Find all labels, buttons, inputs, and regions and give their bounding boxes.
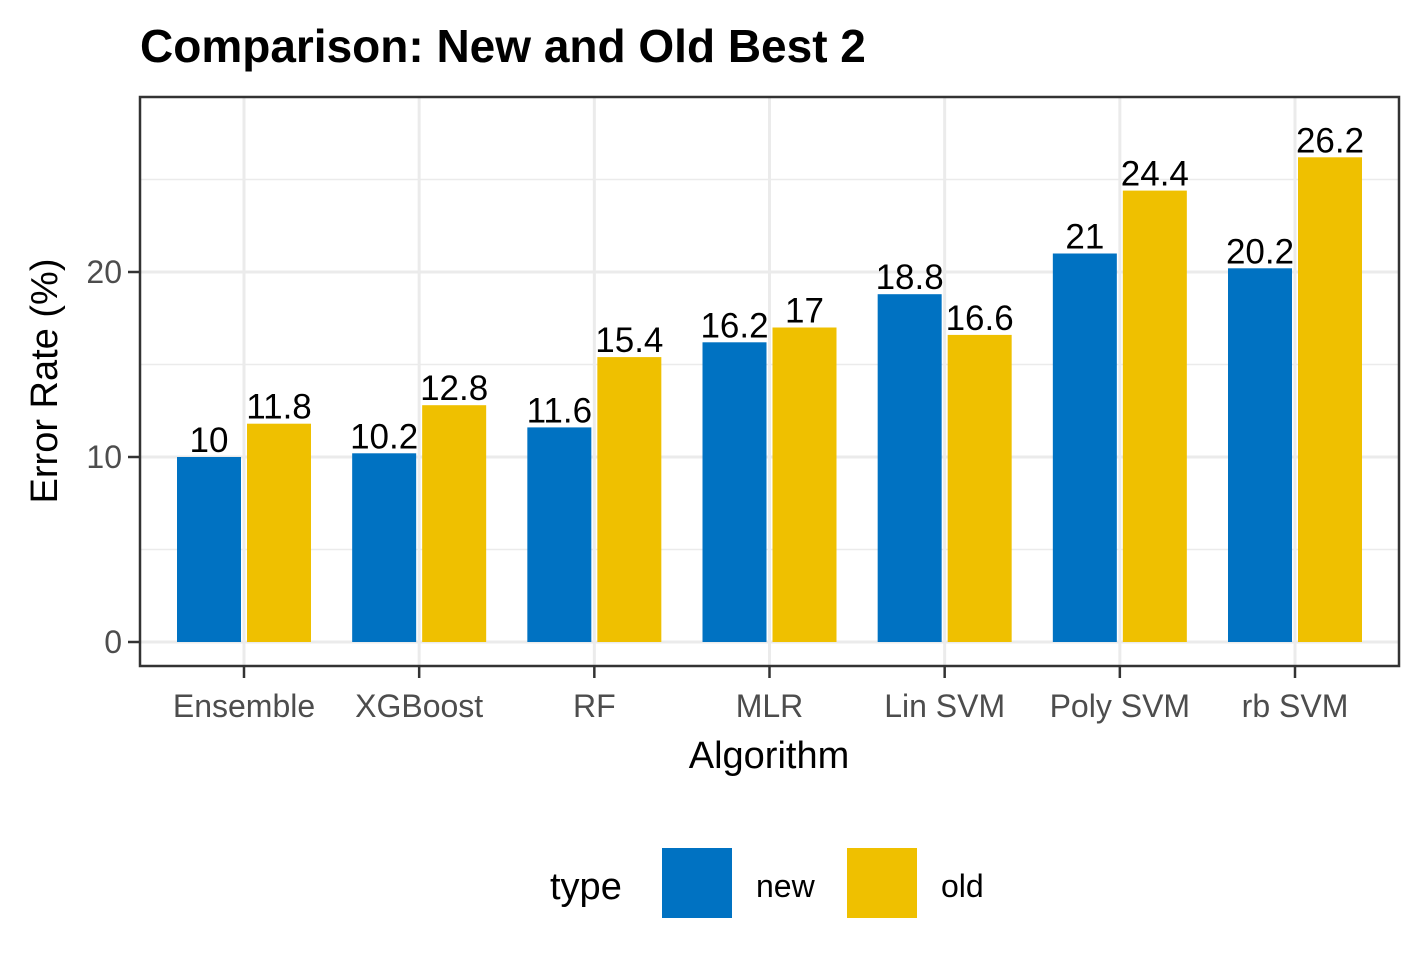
data-label: 11.8 <box>246 388 312 427</box>
bar-new-xgboost <box>352 453 417 642</box>
y-tick-label: 20 <box>86 254 122 290</box>
legend-key-new <box>662 848 732 918</box>
legend: type new old <box>550 848 984 918</box>
y-axis-title: Error Rate (%) <box>24 259 66 504</box>
gridlines <box>140 97 1399 666</box>
x-tick-label: Poly SVM <box>1050 688 1190 724</box>
x-tick-label: MLR <box>736 688 804 724</box>
data-label: 12.8 <box>420 369 488 408</box>
bar-new-rb-svm <box>1228 268 1292 642</box>
bar-old-xgboost <box>422 405 487 642</box>
data-label: 20.2 <box>1226 232 1294 271</box>
x-tick-label: RF <box>573 688 616 724</box>
data-label: 24.4 <box>1121 155 1189 194</box>
data-label: 16.6 <box>946 299 1014 338</box>
data-label: 10.2 <box>350 417 418 456</box>
data-label: 10 <box>190 421 229 460</box>
bar-new-poly-svm <box>1052 253 1117 642</box>
bar-old-mlr <box>772 327 837 642</box>
data-label: 15.4 <box>595 321 663 360</box>
bar-new-mlr <box>702 342 767 642</box>
data-label: 18.8 <box>876 258 944 297</box>
data-label: 11.6 <box>527 391 593 430</box>
y-tick-label: 10 <box>86 439 122 475</box>
bar-new-ensemble <box>177 457 241 642</box>
x-axis-title: Algorithm <box>689 735 850 777</box>
x-tick-label: Ensemble <box>173 688 315 724</box>
legend-label-new: new <box>756 868 816 904</box>
bar-old-rf <box>597 357 662 642</box>
data-label: 16.2 <box>700 306 768 345</box>
chart-title: Comparison: New and Old Best 2 <box>140 20 866 72</box>
data-label: 26.2 <box>1296 121 1364 160</box>
legend-title: type <box>550 866 622 908</box>
x-tick-label: rb SVM <box>1242 688 1349 724</box>
data-label: 17 <box>785 292 824 331</box>
bar-new-lin-svm <box>877 294 942 642</box>
x-tick-label: XGBoost <box>355 688 483 724</box>
bar-old-lin-svm <box>947 334 1012 642</box>
y-axis: 0 10 20 <box>86 254 140 660</box>
legend-label-old: old <box>941 868 984 904</box>
data-labels: 10 10.2 11.6 16.2 18.8 21 20.2 11.8 12.8 15.4 17 16… <box>190 121 1365 460</box>
bar-old-poly-svm <box>1122 190 1187 642</box>
y-tick-label: 0 <box>104 624 122 660</box>
x-tick-label: Lin SVM <box>884 688 1005 724</box>
bars <box>177 157 1362 643</box>
x-axis: Ensemble XGBoost RF MLR Lin SVM Poly SVM rb SV… <box>173 666 1348 724</box>
data-label: 21 <box>1065 218 1104 257</box>
bar-new-rf <box>527 427 592 642</box>
bar-old-ensemble <box>247 423 311 642</box>
legend-key-old <box>847 848 917 918</box>
bar-old-rb-svm <box>1298 157 1362 643</box>
